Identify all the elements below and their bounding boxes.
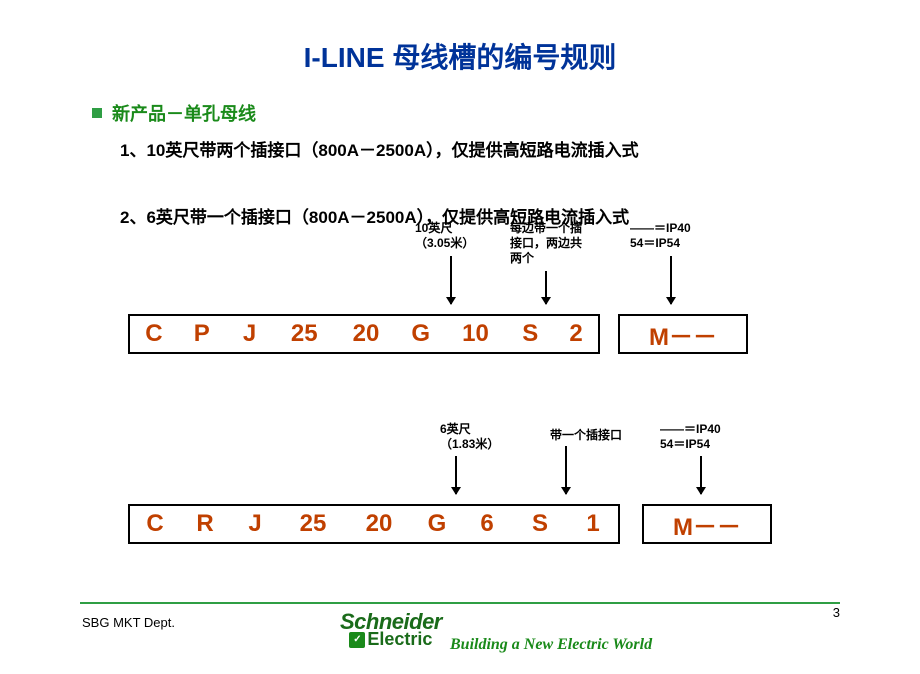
ann2-ip: ――＝IP40 54＝IP54 (660, 422, 721, 452)
code-cell: G (412, 510, 462, 538)
code-cell: G (397, 320, 445, 348)
schneider-logo: Schneider ✓Electric (340, 609, 442, 650)
ann1-ip: ――＝IP40 54＝IP54 (630, 221, 691, 251)
bullet-icon (92, 108, 102, 118)
code-cell: 25 (273, 320, 335, 348)
code-cell: J (226, 320, 274, 348)
arrow-icon (565, 446, 567, 494)
code-cell: S (506, 320, 554, 348)
footer-divider (80, 602, 840, 604)
code-box-1: C P J 25 20 G 10 S 2 (128, 314, 600, 354)
code-cell: M－－ (644, 507, 770, 542)
code-cell: 2 (554, 320, 598, 348)
code-cell: C (130, 510, 180, 538)
code-cell: 20 (335, 320, 397, 348)
code-cell: M－－ (620, 317, 746, 352)
code-cell: 20 (346, 510, 412, 538)
code-cell: S (512, 510, 568, 538)
code-cell: J (230, 510, 280, 538)
code-box-2: C R J 25 20 G 6 S 1 (128, 504, 620, 544)
arrow-icon (450, 256, 452, 304)
footer-dept: SBG MKT Dept. (82, 615, 175, 630)
ann2-ports: 带一个插接口 (550, 428, 622, 443)
title-rest: 母线槽的编号规则 (392, 42, 616, 73)
footer-tagline: Building a New Electric World (450, 636, 652, 654)
slide-title: I-LINE 母线槽的编号规则 (0, 36, 920, 76)
code-cell: R (180, 510, 230, 538)
ann1-ports: 每边带一个插 接口，两边共 两个 (510, 221, 582, 266)
spec-line-1: 1、10英尺带两个插接口（800A－2500A），仅提供高短路电流插入式 (120, 136, 920, 161)
subtitle-row: 新产品－单孔母线 (92, 100, 920, 126)
ann2-length: 6英尺 （1.83米） (440, 422, 499, 452)
subtitle: 新产品－单孔母线 (112, 100, 256, 126)
code-cell: 25 (280, 510, 346, 538)
page-number: 3 (833, 605, 840, 620)
code-suffix-2: M－－ (642, 504, 772, 544)
logo-icon: ✓ (349, 632, 365, 648)
code-cell: 6 (462, 510, 512, 538)
code-cell: P (178, 320, 226, 348)
code-cell: 1 (568, 510, 618, 538)
code-suffix-1: M－－ (618, 314, 748, 354)
title-brand: I-LINE (304, 42, 393, 73)
arrow-icon (670, 256, 672, 304)
arrow-icon (455, 456, 457, 494)
code-cell: 10 (445, 320, 507, 348)
ann1-length: 10英尺 （3.05米） (415, 221, 474, 251)
code-cell: C (130, 320, 178, 348)
arrow-icon (545, 271, 547, 304)
arrow-icon (700, 456, 702, 494)
